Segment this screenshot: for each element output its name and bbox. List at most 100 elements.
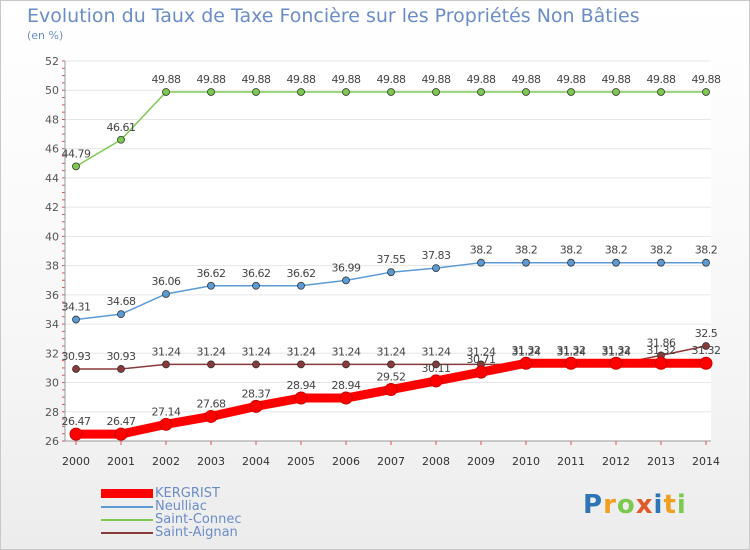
x-tick-label: 2013 bbox=[647, 455, 675, 468]
data-label: 38.2 bbox=[695, 244, 718, 257]
data-point bbox=[702, 88, 710, 96]
data-point bbox=[522, 88, 530, 96]
data-point bbox=[342, 360, 350, 369]
data-label: 31.24 bbox=[422, 345, 451, 358]
logo-letter: i bbox=[653, 490, 664, 520]
data-label: 36.62 bbox=[197, 267, 226, 280]
chart-unit-label: (en %) bbox=[27, 29, 64, 42]
data-point bbox=[429, 374, 443, 388]
data-label: 31.24 bbox=[512, 345, 541, 358]
legend-swatch-saint-connec bbox=[101, 518, 153, 521]
plot-area bbox=[65, 61, 711, 441]
x-tick-label: 2009 bbox=[467, 455, 495, 468]
data-point bbox=[519, 356, 533, 370]
data-label: 31.24 bbox=[602, 345, 631, 358]
chart-title: Evolution du Taux de Taxe Foncière sur l… bbox=[27, 5, 640, 27]
data-label: 27.68 bbox=[197, 397, 226, 410]
data-label: 49.88 bbox=[287, 73, 316, 86]
data-label: 38.2 bbox=[605, 244, 628, 257]
data-point bbox=[564, 356, 578, 370]
legend-label-kergrist: KERGRIST bbox=[155, 486, 220, 501]
data-point bbox=[207, 281, 215, 290]
data-label: 34.31 bbox=[62, 301, 91, 314]
data-label: 49.88 bbox=[467, 73, 496, 86]
legend-swatch-saint-aignan bbox=[101, 531, 153, 534]
data-label: 31.32 bbox=[692, 344, 721, 357]
data-point bbox=[207, 88, 215, 96]
y-tick-label: 42 bbox=[45, 201, 59, 214]
legend-label-saint-connec: Saint-Connec bbox=[155, 512, 242, 527]
data-point bbox=[342, 88, 350, 96]
data-label: 31.32 bbox=[602, 344, 631, 357]
data-point bbox=[252, 360, 260, 369]
data-point bbox=[432, 88, 440, 96]
data-point bbox=[657, 88, 665, 96]
legend-item-saint-connec: Saint-Connec bbox=[101, 513, 242, 526]
y-tick-label: 46 bbox=[45, 143, 59, 156]
x-tick-label: 2001 bbox=[107, 455, 135, 468]
data-point bbox=[297, 88, 305, 96]
data-point bbox=[252, 281, 260, 290]
logo-letter: r bbox=[603, 490, 617, 520]
data-label: 30.11 bbox=[422, 362, 451, 375]
data-point bbox=[522, 258, 530, 267]
data-label: 31.24 bbox=[242, 345, 271, 358]
x-tick-label: 2002 bbox=[152, 455, 180, 468]
data-label: 49.88 bbox=[377, 73, 406, 86]
data-label: 27.14 bbox=[152, 405, 181, 418]
data-point bbox=[159, 417, 173, 431]
data-point bbox=[117, 365, 125, 373]
data-label: 31.32 bbox=[557, 344, 586, 357]
data-point bbox=[117, 135, 125, 144]
y-tick-label: 26 bbox=[45, 435, 59, 448]
data-label: 36.62 bbox=[287, 267, 316, 280]
data-label: 49.88 bbox=[557, 73, 586, 86]
legend-label-neulliac: Neulliac bbox=[155, 499, 207, 514]
x-tick-label: 2014 bbox=[692, 455, 720, 468]
data-point bbox=[339, 391, 353, 405]
legend-swatch-neulliac bbox=[101, 505, 153, 508]
data-point bbox=[657, 258, 665, 267]
data-point bbox=[567, 258, 575, 267]
x-tick-label: 2012 bbox=[602, 455, 630, 468]
data-label: 49.88 bbox=[332, 73, 361, 86]
data-point bbox=[387, 88, 395, 96]
data-label: 28.94 bbox=[332, 379, 361, 392]
data-point bbox=[342, 276, 350, 285]
data-point bbox=[294, 391, 308, 405]
data-point bbox=[477, 258, 485, 267]
data-point bbox=[204, 409, 218, 423]
data-label: 26.47 bbox=[107, 415, 136, 428]
logo-letter: x bbox=[635, 490, 654, 520]
data-label: 49.88 bbox=[152, 73, 181, 86]
data-point bbox=[249, 399, 263, 413]
data-label: 26.47 bbox=[62, 415, 91, 428]
data-point bbox=[474, 365, 488, 379]
data-point bbox=[117, 310, 125, 319]
data-label: 49.88 bbox=[422, 73, 451, 86]
x-tick-label: 2004 bbox=[242, 455, 270, 468]
data-point bbox=[432, 264, 440, 273]
data-point bbox=[567, 88, 575, 96]
data-label: 28.37 bbox=[242, 387, 271, 400]
data-point bbox=[387, 360, 395, 369]
data-label: 38.2 bbox=[470, 244, 493, 257]
data-label: 38.2 bbox=[560, 244, 583, 257]
data-label: 49.88 bbox=[647, 73, 676, 86]
data-point bbox=[609, 356, 623, 370]
x-tick-label: 2000 bbox=[62, 455, 90, 468]
data-point bbox=[699, 356, 713, 370]
data-label: 38.2 bbox=[515, 244, 538, 257]
data-label: 30.71 bbox=[467, 353, 496, 366]
data-label: 31.24 bbox=[557, 345, 586, 358]
y-tick-label: 40 bbox=[45, 230, 59, 243]
data-point bbox=[114, 427, 128, 441]
y-tick-label: 50 bbox=[45, 84, 59, 97]
data-label: 31.24 bbox=[377, 345, 406, 358]
legend-label-saint-aignan: Saint-Aignan bbox=[155, 525, 238, 540]
data-label: 44.79 bbox=[62, 147, 91, 160]
data-point bbox=[162, 88, 170, 96]
data-point bbox=[72, 162, 80, 171]
legend-swatch-kergrist bbox=[101, 489, 153, 498]
